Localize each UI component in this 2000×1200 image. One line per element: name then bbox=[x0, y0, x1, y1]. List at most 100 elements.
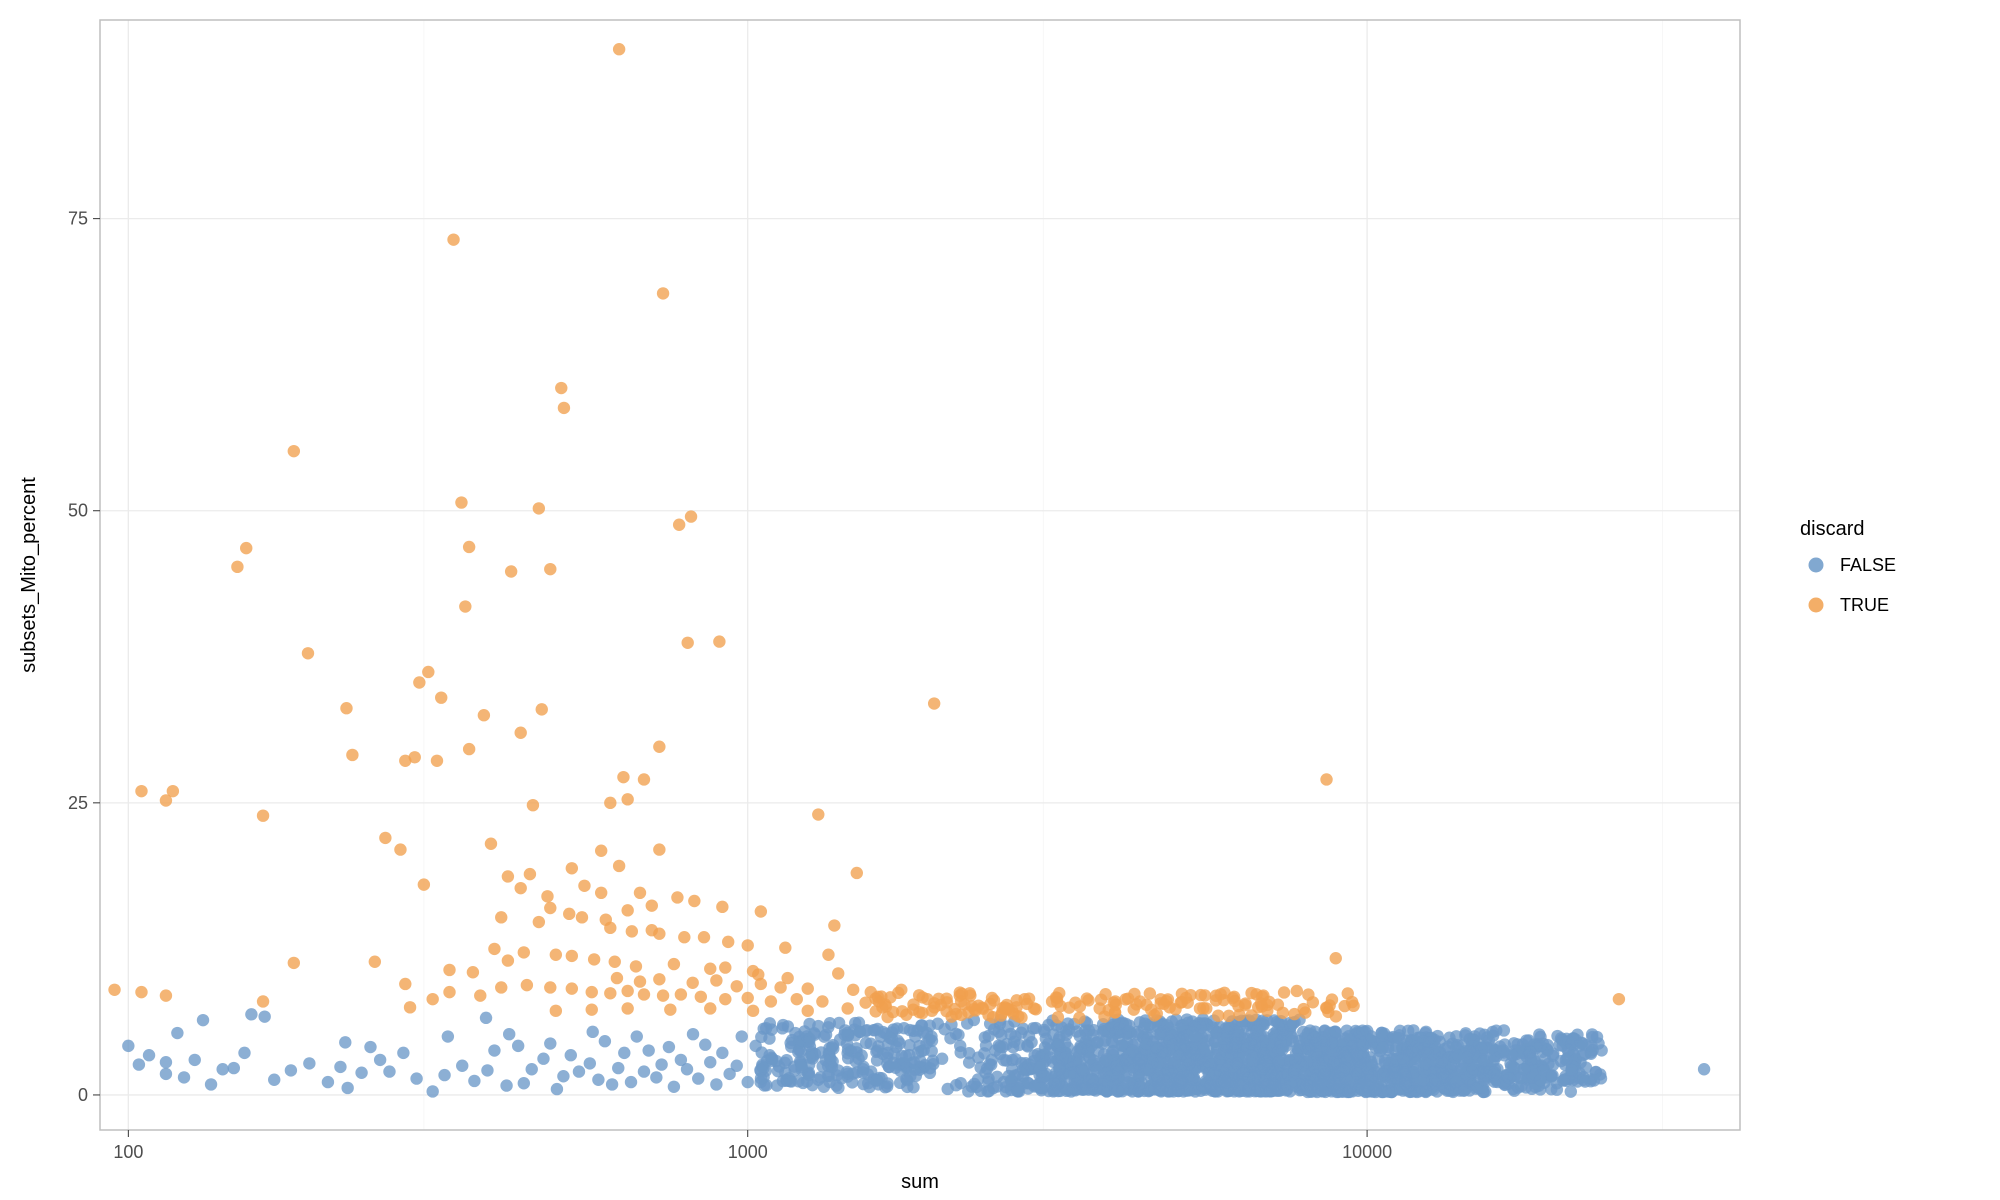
point-false bbox=[1365, 1037, 1377, 1049]
point-true bbox=[688, 895, 700, 907]
point-false bbox=[355, 1067, 367, 1079]
point-true bbox=[653, 973, 665, 985]
point-true bbox=[604, 987, 616, 999]
point-true bbox=[369, 956, 381, 968]
point-false bbox=[952, 1029, 964, 1041]
point-true bbox=[755, 905, 767, 917]
point-false bbox=[1276, 1043, 1288, 1055]
point-true bbox=[765, 995, 777, 1007]
point-true bbox=[984, 998, 996, 1010]
point-true bbox=[713, 635, 725, 647]
point-true bbox=[1063, 1001, 1075, 1013]
point-false bbox=[1488, 1069, 1500, 1081]
point-true bbox=[544, 563, 556, 575]
point-true bbox=[704, 1002, 716, 1014]
point-false bbox=[1527, 1053, 1539, 1065]
point-false bbox=[503, 1028, 515, 1040]
point-false bbox=[1289, 1076, 1301, 1088]
point-false bbox=[1260, 1058, 1272, 1070]
point-true bbox=[609, 956, 621, 968]
point-false bbox=[481, 1064, 493, 1076]
point-false bbox=[904, 1070, 916, 1082]
point-true bbox=[779, 942, 791, 954]
point-false bbox=[557, 1070, 569, 1082]
point-true bbox=[1155, 997, 1167, 1009]
point-false bbox=[998, 1054, 1010, 1066]
point-true bbox=[678, 931, 690, 943]
point-false bbox=[731, 1060, 743, 1072]
point-false bbox=[1534, 1040, 1546, 1052]
point-true bbox=[550, 949, 562, 961]
point-false bbox=[970, 1081, 982, 1093]
point-false bbox=[512, 1040, 524, 1052]
point-true bbox=[755, 978, 767, 990]
point-false bbox=[847, 1067, 859, 1079]
point-true bbox=[478, 709, 490, 721]
point-true bbox=[1052, 1011, 1064, 1023]
point-true bbox=[566, 982, 578, 994]
point-false bbox=[1157, 1051, 1169, 1063]
point-false bbox=[1410, 1040, 1422, 1052]
point-true bbox=[900, 1009, 912, 1021]
point-true bbox=[399, 755, 411, 767]
point-true bbox=[802, 1005, 814, 1017]
point-false bbox=[171, 1027, 183, 1039]
scatter-chart: 1001000100000255075sumsubsets_Mito_perce… bbox=[0, 0, 2000, 1200]
point-true bbox=[828, 919, 840, 931]
point-false bbox=[1340, 1073, 1352, 1085]
point-false bbox=[687, 1028, 699, 1040]
point-true bbox=[399, 978, 411, 990]
legend-label: FALSE bbox=[1840, 555, 1896, 575]
point-false bbox=[1141, 1038, 1153, 1050]
point-false bbox=[438, 1069, 450, 1081]
point-false bbox=[488, 1044, 500, 1056]
point-true bbox=[544, 902, 556, 914]
point-false bbox=[551, 1083, 563, 1095]
point-false bbox=[1461, 1072, 1473, 1084]
point-true bbox=[719, 993, 731, 1005]
point-false bbox=[133, 1058, 145, 1070]
point-true bbox=[413, 676, 425, 688]
point-false bbox=[1226, 1058, 1238, 1070]
point-false bbox=[950, 1079, 962, 1091]
point-false bbox=[303, 1057, 315, 1069]
point-false bbox=[1698, 1063, 1710, 1075]
point-true bbox=[638, 773, 650, 785]
point-true bbox=[518, 946, 530, 958]
point-true bbox=[653, 928, 665, 940]
point-true bbox=[533, 502, 545, 514]
legend-title: discard bbox=[1800, 518, 1864, 540]
point-false bbox=[681, 1063, 693, 1075]
point-false bbox=[1021, 1063, 1033, 1075]
point-true bbox=[379, 832, 391, 844]
point-false bbox=[456, 1060, 468, 1072]
point-false bbox=[1006, 1063, 1018, 1075]
point-true bbox=[1021, 998, 1033, 1010]
point-true bbox=[563, 908, 575, 920]
point-false bbox=[699, 1039, 711, 1051]
point-true bbox=[613, 43, 625, 55]
point-true bbox=[463, 541, 475, 553]
point-true bbox=[916, 991, 928, 1003]
point-false bbox=[322, 1076, 334, 1088]
point-false bbox=[1118, 1071, 1130, 1083]
point-true bbox=[550, 1005, 562, 1017]
x-tick-label: 100 bbox=[113, 1142, 143, 1162]
point-false bbox=[526, 1063, 538, 1075]
point-true bbox=[435, 691, 447, 703]
point-false bbox=[786, 1034, 798, 1046]
point-false bbox=[1358, 1077, 1370, 1089]
point-false bbox=[245, 1008, 257, 1020]
point-true bbox=[576, 911, 588, 923]
point-true bbox=[742, 992, 754, 1004]
point-false bbox=[763, 1032, 775, 1044]
point-false bbox=[1376, 1027, 1388, 1039]
point-false bbox=[692, 1072, 704, 1084]
point-true bbox=[1239, 999, 1251, 1011]
point-true bbox=[675, 988, 687, 1000]
point-false bbox=[1565, 1085, 1577, 1097]
point-false bbox=[584, 1057, 596, 1069]
point-false bbox=[780, 1054, 792, 1066]
point-false bbox=[981, 1085, 993, 1097]
point-true bbox=[1261, 1005, 1273, 1017]
